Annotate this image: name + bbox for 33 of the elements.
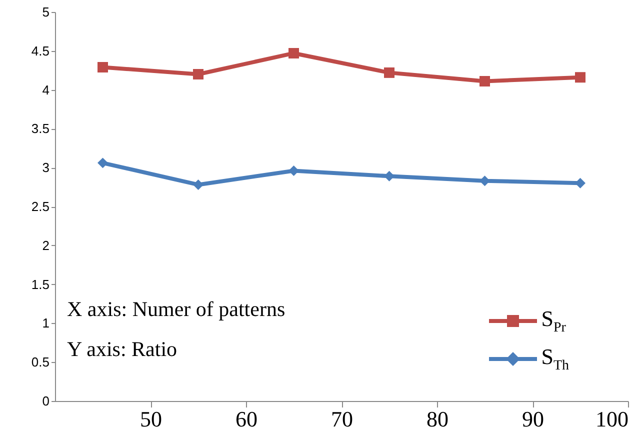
legend-label: S$_{Pr}$ bbox=[541, 306, 566, 336]
x-tick-label: 80 bbox=[426, 406, 448, 432]
y-tick-label: 0 bbox=[42, 394, 50, 408]
point bbox=[575, 72, 586, 83]
y-tick-label: 0.5 bbox=[31, 354, 50, 370]
point bbox=[288, 165, 299, 176]
point bbox=[98, 62, 108, 72]
annotation: Y axis: Ratio bbox=[67, 337, 178, 361]
x-tick-label: 100 bbox=[596, 406, 628, 432]
point bbox=[288, 48, 299, 58]
legend-label: S$_{Th}$ bbox=[541, 344, 569, 374]
y-tick-label: 1 bbox=[42, 316, 50, 331]
point bbox=[575, 178, 586, 188]
point bbox=[384, 67, 394, 78]
x-tick-label: 50 bbox=[140, 406, 162, 432]
point bbox=[480, 176, 490, 186]
point bbox=[193, 68, 204, 80]
point bbox=[98, 158, 108, 168]
annotation: X axis: Numer of patterns bbox=[67, 297, 286, 321]
y-tick-label: 1.5 bbox=[31, 276, 50, 292]
y-tick-label: 4.5 bbox=[31, 43, 50, 58]
y-tick-label: 4 bbox=[42, 82, 50, 98]
y-tick-label: 3.5 bbox=[31, 121, 50, 136]
y-tick-label: 5 bbox=[42, 4, 50, 20]
y-tick-label: 2.5 bbox=[31, 199, 50, 214]
y-tick-label: 2 bbox=[42, 238, 50, 253]
point bbox=[480, 76, 490, 86]
point bbox=[193, 179, 204, 190]
x-tick-label: 70 bbox=[331, 406, 353, 432]
point bbox=[384, 170, 394, 182]
y-tick-label: 3 bbox=[42, 160, 50, 176]
x-tick-label: 60 bbox=[236, 406, 258, 432]
x-tick-label: 90 bbox=[522, 406, 544, 432]
